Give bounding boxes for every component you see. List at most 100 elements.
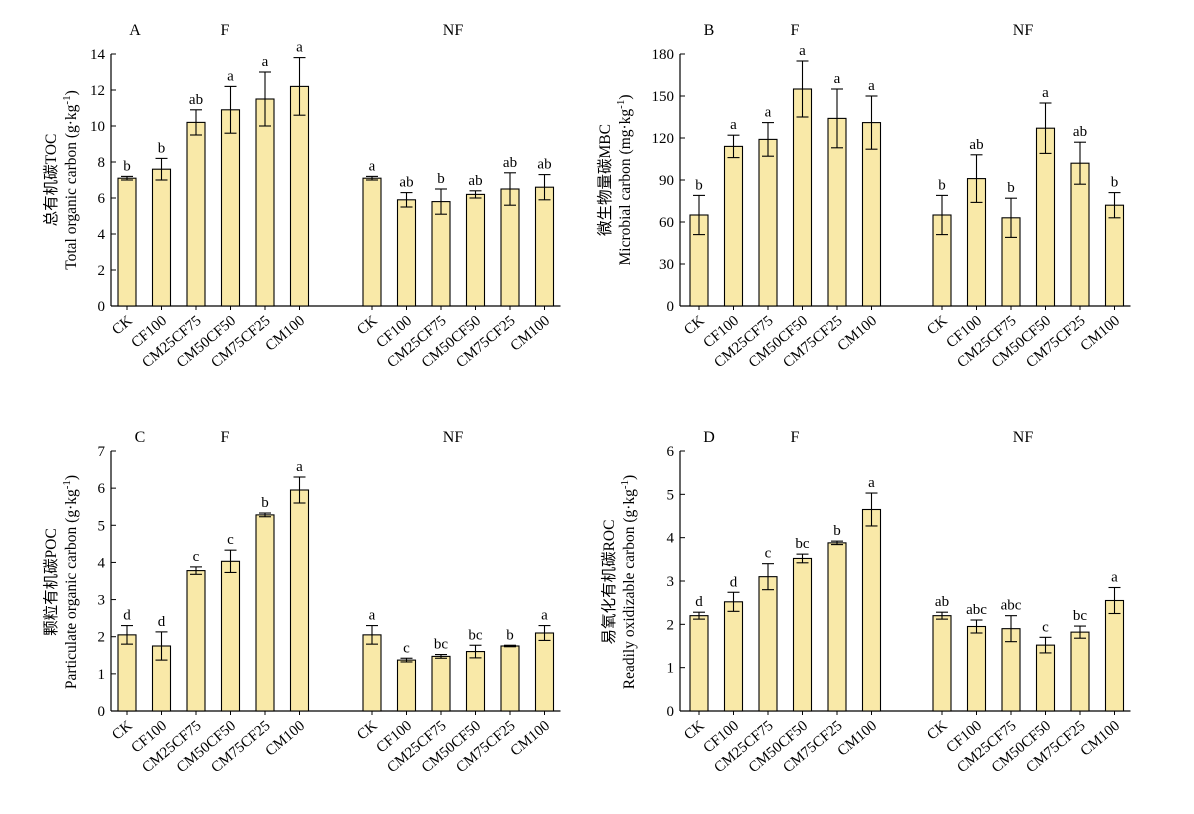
bar xyxy=(1035,644,1056,712)
y-axis-label-en: Total organic carbon (g·kg-1) xyxy=(61,90,80,270)
y-tick-label: 150 xyxy=(652,89,675,105)
bar xyxy=(1035,127,1056,307)
significance-label: ab xyxy=(537,157,551,173)
significance-label: ab xyxy=(969,137,983,153)
significance-label: b xyxy=(437,171,445,187)
significance-label: c xyxy=(765,546,772,562)
significance-label: a xyxy=(834,71,841,87)
significance-label: b xyxy=(123,158,131,174)
y-tick-label: 2 xyxy=(667,617,675,633)
group-label: F xyxy=(791,429,800,446)
y-tick-label: 10 xyxy=(90,119,105,135)
y-axis-label-cn: 易氧化有机碳ROC xyxy=(600,520,618,645)
bar xyxy=(255,514,275,712)
x-category-label: CM100 xyxy=(1078,313,1123,355)
x-category-label: CK xyxy=(681,718,707,744)
significance-label: c xyxy=(227,532,234,548)
y-tick-label: 6 xyxy=(98,191,106,207)
significance-label: b xyxy=(506,627,514,643)
x-category-label: CM100 xyxy=(508,313,553,355)
group-label: NF xyxy=(1013,429,1034,446)
significance-label: d xyxy=(158,614,166,630)
significance-label: ab xyxy=(468,173,482,189)
group-label: F xyxy=(791,22,800,39)
group-label: F xyxy=(221,22,230,39)
x-category-label: CM100 xyxy=(835,718,880,760)
significance-label: a xyxy=(541,608,548,624)
y-axis-label-en-main: Particulate organic carbon (g·kg xyxy=(63,489,80,689)
y-tick-label: 2 xyxy=(98,630,106,646)
significance-label: abc xyxy=(1001,598,1022,614)
significance-label: abc xyxy=(966,602,987,618)
significance-label: b xyxy=(695,177,703,193)
significance-label: a xyxy=(227,68,234,84)
y-axis-label-en-main: Total organic carbon (g·kg xyxy=(63,104,80,269)
significance-label: a xyxy=(799,43,806,59)
significance-label: bc xyxy=(795,536,810,552)
x-category-label: CM100 xyxy=(263,313,308,355)
significance-label: a xyxy=(765,105,772,121)
y-tick-label: 6 xyxy=(98,481,106,497)
bar xyxy=(861,122,882,307)
y-tick-label: 14 xyxy=(90,47,106,63)
significance-label: d xyxy=(695,594,703,610)
bar xyxy=(792,557,813,712)
significance-label: a xyxy=(730,117,737,133)
significance-label: b xyxy=(1111,175,1119,191)
y-tick-label: 1 xyxy=(667,661,675,677)
bar xyxy=(534,186,555,307)
group-label: F xyxy=(221,429,230,446)
significance-label: a xyxy=(868,78,875,94)
significance-label: ab xyxy=(935,594,949,610)
bar xyxy=(396,659,417,712)
y-tick-label: 12 xyxy=(90,83,105,99)
bar xyxy=(431,201,451,307)
y-axis-label-cn: 微生物量碳MBC xyxy=(596,124,614,236)
panel-label: A xyxy=(129,22,141,39)
bar xyxy=(723,601,744,712)
x-category-label: CK xyxy=(681,313,707,339)
y-tick-label: 0 xyxy=(98,704,106,720)
y-tick-label: 8 xyxy=(98,155,106,171)
x-category-label: CM100 xyxy=(835,313,880,355)
bar xyxy=(534,632,555,712)
y-tick-label: 3 xyxy=(667,574,675,590)
x-category-label: CM100 xyxy=(263,718,308,760)
significance-label: a xyxy=(1111,570,1118,586)
y-tick-label: 4 xyxy=(98,227,106,243)
significance-label: c xyxy=(1042,619,1049,635)
panel-label: C xyxy=(135,429,146,446)
y-axis-label-en-close: ) xyxy=(63,475,80,480)
bar xyxy=(500,645,520,712)
significance-label: a xyxy=(296,459,303,475)
bar xyxy=(117,634,137,712)
x-category-label: CK xyxy=(354,313,380,339)
y-tick-label: 1 xyxy=(98,667,106,683)
y-axis-label-en-sup: -1 xyxy=(615,100,627,109)
significance-label: c xyxy=(193,549,200,565)
significance-label: b xyxy=(158,140,166,156)
significance-label: a xyxy=(1042,85,1049,101)
x-category-label: CM100 xyxy=(1078,718,1123,760)
significance-label: a xyxy=(296,40,303,56)
y-tick-label: 7 xyxy=(98,444,106,460)
y-axis-label-en-close: ) xyxy=(63,90,80,95)
bar xyxy=(362,177,382,307)
bar xyxy=(431,655,451,712)
bar xyxy=(932,615,952,712)
bar xyxy=(792,88,813,307)
bar xyxy=(396,199,417,307)
significance-label: a xyxy=(868,475,875,491)
bar xyxy=(689,615,709,712)
panel-label: D xyxy=(703,429,715,446)
bar xyxy=(289,85,310,307)
y-tick-label: 0 xyxy=(98,299,106,315)
significance-label: b xyxy=(1007,180,1015,196)
y-axis-label-en-main: Microbial carbon (mg·kg xyxy=(617,109,634,266)
y-axis-label-en-main: Readily oxidizable carbon (g·kg xyxy=(621,489,638,689)
bar xyxy=(465,651,486,712)
significance-label: a xyxy=(262,54,269,70)
bar xyxy=(827,542,847,712)
bar xyxy=(465,193,486,307)
bar xyxy=(500,188,520,307)
